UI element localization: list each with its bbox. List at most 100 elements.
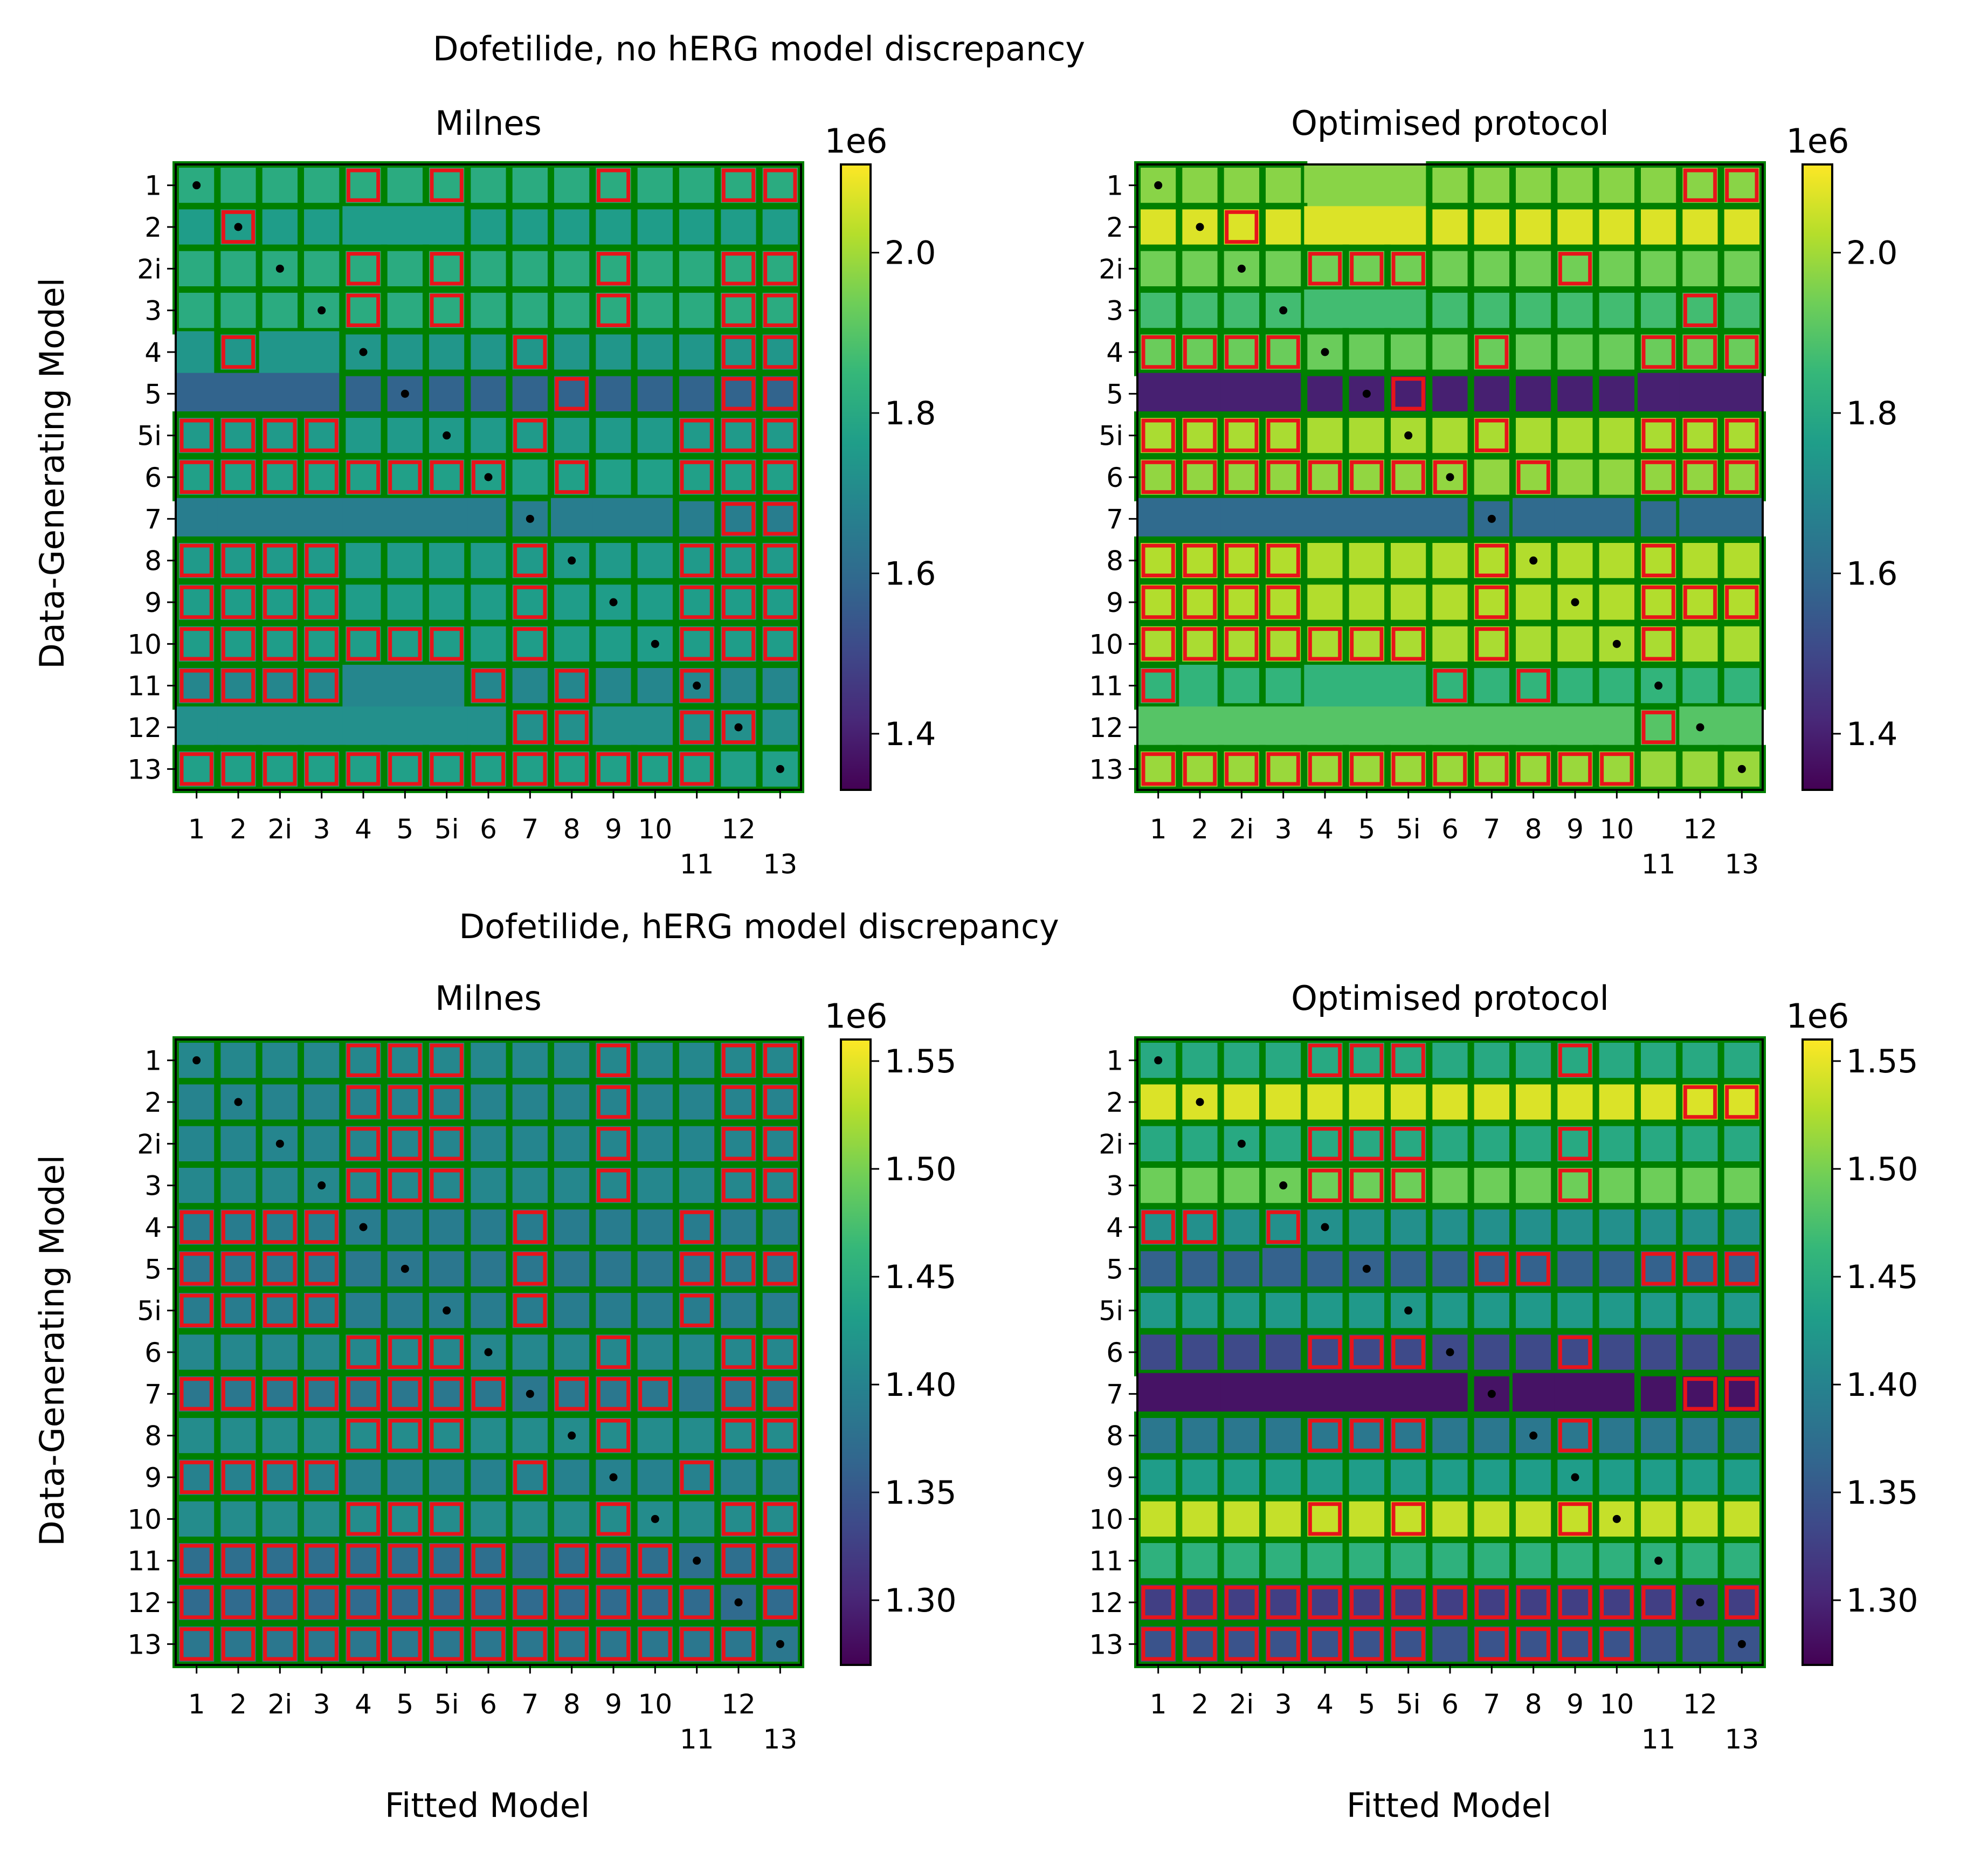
cell-red-box bbox=[388, 1085, 422, 1119]
cell-11-10 bbox=[634, 665, 677, 707]
cell-13-11 bbox=[1638, 1623, 1680, 1665]
cell-11-9 bbox=[1554, 1540, 1597, 1582]
cell-11-5i bbox=[1388, 1540, 1430, 1582]
cell-9-6 bbox=[467, 1456, 510, 1499]
panel-title: Milnes bbox=[435, 104, 542, 143]
cell-red-box bbox=[1266, 335, 1300, 369]
x-tick-label: 5 bbox=[396, 814, 413, 845]
cell-2-9 bbox=[1554, 206, 1597, 249]
cell-2-5 bbox=[384, 206, 426, 249]
cell-red-box bbox=[388, 1585, 422, 1620]
cell-5i-4 bbox=[342, 415, 385, 457]
cell-6-1 bbox=[1137, 1331, 1179, 1374]
cell-2i-11 bbox=[1638, 247, 1680, 290]
cell-red-box bbox=[1141, 335, 1175, 369]
diagonal-dot bbox=[776, 765, 784, 773]
y-tick-label: 9 bbox=[1106, 587, 1123, 618]
cell-8-10 bbox=[1596, 1415, 1638, 1457]
cell-4-2i bbox=[1220, 1206, 1263, 1249]
diagonal-dot bbox=[1446, 1348, 1454, 1357]
cell-red-box bbox=[1350, 252, 1384, 286]
y-tick-label: 12 bbox=[1089, 712, 1123, 743]
cell-5-10 bbox=[634, 1248, 677, 1290]
cell-3-1 bbox=[1137, 1165, 1179, 1207]
cell-1-3 bbox=[1262, 164, 1304, 206]
cell-2-6 bbox=[467, 1081, 510, 1124]
cell-red-box bbox=[1225, 418, 1259, 452]
cell-2i-3 bbox=[301, 1123, 343, 1165]
x-tick-label: 4 bbox=[1316, 1689, 1334, 1720]
x-tick-label: 9 bbox=[1566, 1689, 1584, 1720]
cell-9-12 bbox=[717, 1456, 760, 1499]
cell-5-7 bbox=[509, 373, 551, 415]
cell-1-13 bbox=[1721, 1039, 1763, 1082]
y-tick-label: 10 bbox=[127, 629, 162, 660]
cell-red-box bbox=[346, 168, 381, 202]
heatmap-panel-bottom-right: Optimised protocol11222i2i3344555i5i6677… bbox=[1089, 979, 1918, 1755]
cell-6-10 bbox=[634, 1331, 677, 1374]
cell-red-box bbox=[180, 1377, 213, 1411]
cell-10-8 bbox=[551, 623, 593, 665]
diagonal-dot bbox=[192, 1056, 201, 1065]
cell-5i-5 bbox=[1345, 415, 1388, 457]
cell-red-box bbox=[1391, 627, 1425, 661]
cell-7-2i bbox=[259, 498, 301, 540]
cell-7-6 bbox=[467, 498, 510, 540]
cell-red-box bbox=[596, 1627, 631, 1661]
cell-red-box bbox=[346, 252, 381, 286]
diagonal-dot bbox=[484, 473, 493, 481]
cell-9-5i bbox=[1388, 581, 1430, 624]
cell-7-5 bbox=[1345, 1373, 1388, 1415]
cell-red-box bbox=[1308, 1419, 1342, 1452]
colorbar-tick-label: 1.55 bbox=[885, 1043, 957, 1080]
cell-5i-9 bbox=[592, 415, 635, 457]
x-tick-label: 4 bbox=[1316, 814, 1334, 845]
cell-5i-11 bbox=[1638, 1290, 1680, 1332]
cell-11-5 bbox=[1345, 665, 1388, 707]
cell-red-box bbox=[221, 1585, 256, 1620]
x-tick-label: 5i bbox=[434, 814, 459, 845]
cell-12-9 bbox=[592, 706, 635, 749]
cell-2-5 bbox=[1345, 206, 1388, 249]
x-tick-label: 12 bbox=[1683, 814, 1717, 845]
diagonal-dot bbox=[609, 598, 618, 607]
cell-red-box bbox=[1391, 377, 1425, 411]
cell-red-box bbox=[180, 1585, 213, 1620]
cell-7-11 bbox=[1638, 498, 1680, 540]
cell-red-box bbox=[180, 1210, 213, 1244]
cell-2-13 bbox=[1721, 206, 1763, 249]
y-tick-label: 4 bbox=[1106, 337, 1123, 368]
cell-2-2i bbox=[259, 206, 301, 249]
cell-red-box bbox=[721, 502, 756, 536]
cell-red-box bbox=[596, 1127, 631, 1161]
cell-1-6 bbox=[467, 1039, 510, 1082]
cell-8-9 bbox=[1554, 540, 1597, 582]
diagonal-dot bbox=[1487, 514, 1496, 523]
cell-red-box bbox=[1641, 1252, 1675, 1286]
cell-1-7 bbox=[1471, 1039, 1513, 1082]
cell-4-2i bbox=[259, 331, 301, 374]
cell-red-box bbox=[1475, 752, 1509, 786]
x-tick-label: 2 bbox=[1191, 1689, 1209, 1720]
cell-red-box bbox=[1183, 627, 1217, 661]
cell-5-5i bbox=[426, 1248, 468, 1290]
x-tick-label: 13 bbox=[763, 1724, 798, 1755]
cell-5i-8 bbox=[551, 415, 593, 457]
y-tick-label: 2i bbox=[1099, 253, 1123, 285]
colorbar-tick-label: 1.8 bbox=[885, 395, 936, 432]
cell-red-box bbox=[221, 460, 256, 494]
cell-5i-3 bbox=[1262, 1290, 1304, 1332]
y-tick-label: 2 bbox=[1106, 212, 1123, 243]
cell-red-box bbox=[1308, 1043, 1342, 1077]
cell-9-5i bbox=[426, 1456, 468, 1499]
cell-1-6 bbox=[1429, 164, 1472, 206]
cell-7-11 bbox=[676, 498, 718, 540]
x-tick-label: 6 bbox=[480, 1689, 497, 1720]
y-tick-label: 3 bbox=[144, 295, 162, 327]
cell-red-box bbox=[388, 460, 422, 494]
colorbar-tick-label: 1.6 bbox=[1846, 555, 1897, 593]
cell-2i-11 bbox=[676, 247, 718, 290]
cell-2-9 bbox=[1554, 1081, 1597, 1124]
cell-11-12 bbox=[717, 665, 760, 707]
